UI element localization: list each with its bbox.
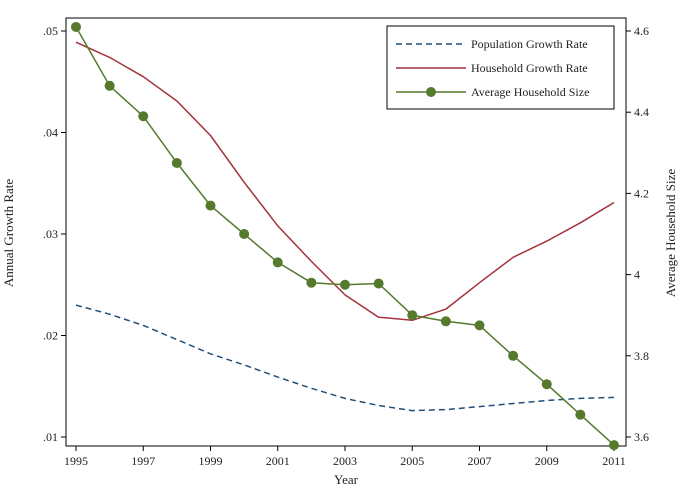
left-y-tick-label: .05 — [43, 24, 58, 38]
plot-frame — [65, 17, 627, 447]
left-y-tick-label: .02 — [43, 329, 58, 343]
data-point-average-household-size — [138, 111, 149, 122]
data-point-average-household-size — [340, 279, 350, 290]
x-tick-label: 2007 — [468, 454, 492, 468]
left-y-tick-label: .04 — [43, 126, 58, 140]
data-point-average-household-size — [306, 277, 317, 288]
right-y-axis: 3.6 3.8 4 4.2 4.4 4.6 — [626, 24, 649, 444]
data-point-average-household-size — [104, 80, 115, 91]
legend-label-household-growth: Household Growth Rate — [471, 61, 588, 75]
x-axis: 1995 1997 1999 2001 2003 2005 2007 2009 2011 — [64, 446, 626, 468]
right-y-axis-title: Average Household Size — [663, 169, 678, 298]
x-axis-title: Year — [334, 472, 359, 487]
data-point-average-household-size — [541, 379, 552, 390]
data-point-average-household-size — [575, 409, 586, 420]
data-point-average-household-size — [474, 320, 485, 331]
legend: Population Growth Rate Household Growth … — [386, 25, 615, 110]
data-point-average-household-size — [239, 229, 250, 239]
legend-label-household-size: Average Household Size — [471, 85, 589, 99]
x-tick-label: 1997 — [131, 454, 155, 468]
series-line-population-growth-rate — [75, 304, 615, 412]
series-layer — [71, 21, 619, 451]
x-tick-label: 2005 — [400, 454, 424, 468]
left-y-axis-title: Annual Growth Rate — [1, 179, 16, 288]
data-point-average-household-size — [407, 310, 418, 321]
right-y-tick-label: 4 — [634, 268, 640, 282]
x-tick-label: 2011 — [602, 454, 626, 468]
series-line-household-growth-rate — [75, 41, 615, 322]
data-point-average-household-size — [171, 157, 182, 168]
data-point-average-household-size — [609, 440, 619, 451]
right-y-tick-label: 3.8 — [634, 349, 649, 363]
left-y-axis: .01 .02 .03 .04 .05 — [43, 24, 66, 444]
data-point-average-household-size — [440, 316, 451, 327]
x-tick-label: 1995 — [64, 454, 88, 468]
x-tick-label: 2009 — [535, 454, 559, 468]
right-y-tick-label: 4.4 — [634, 105, 649, 119]
data-point-average-household-size — [205, 200, 216, 211]
left-y-tick-label: .03 — [43, 227, 58, 241]
data-point-average-household-size — [508, 350, 519, 361]
data-point-average-household-size — [272, 257, 283, 268]
x-tick-label: 2001 — [266, 454, 290, 468]
x-tick-label: 2003 — [333, 454, 357, 468]
right-y-tick-label: 3.6 — [634, 430, 649, 444]
left-y-tick-label: .01 — [43, 430, 58, 444]
x-tick-label: 1999 — [199, 454, 223, 468]
right-y-tick-label: 4.2 — [634, 186, 649, 200]
data-point-average-household-size — [71, 21, 81, 32]
right-y-tick-label: 4.6 — [634, 24, 649, 38]
data-point-average-household-size — [373, 278, 384, 289]
legend-label-population: Population Growth Rate — [471, 37, 588, 51]
legend-swatch-household-size-marker — [426, 87, 436, 97]
